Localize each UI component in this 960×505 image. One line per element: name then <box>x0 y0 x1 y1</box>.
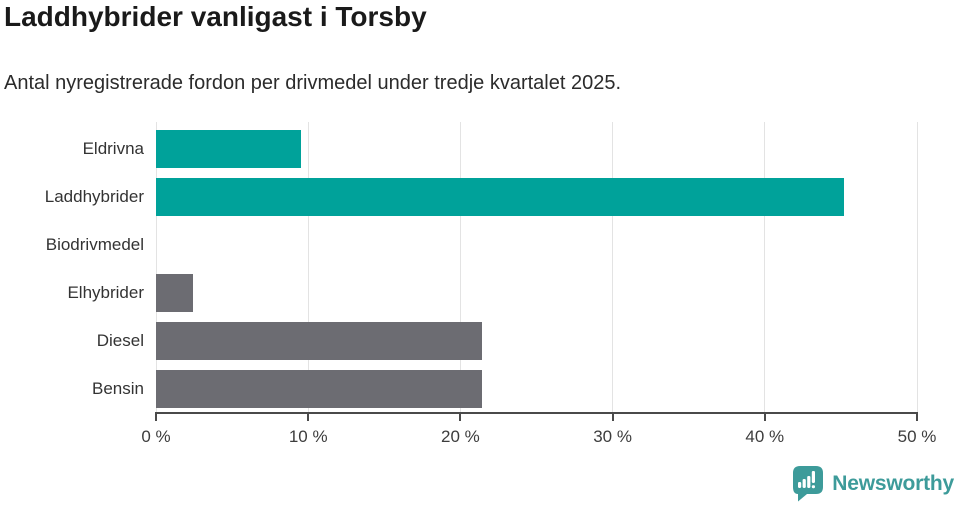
x-axis-tick <box>916 412 918 421</box>
category-label: Elhybrider <box>67 283 144 302</box>
chart-subtitle: Antal nyregistrerade fordon per drivmede… <box>4 72 622 94</box>
bar <box>156 274 193 312</box>
gridline <box>612 122 614 412</box>
x-tick-label: 10 % <box>288 427 328 446</box>
bar-chart: Eldrivna Laddhybrider Biodrivmedel Elhybrid… <box>44 122 937 446</box>
bar <box>156 370 482 408</box>
x-tick-label: 30 % <box>593 427 632 446</box>
bar <box>156 178 844 216</box>
category-label: Laddhybrider <box>44 187 144 206</box>
x-axis-tick <box>155 412 157 421</box>
x-axis-tick <box>763 412 766 421</box>
x-axis-line <box>155 412 918 414</box>
x-tick-label: 40 % <box>745 427 785 446</box>
newsworthy-logo: Newsworthy <box>793 466 954 502</box>
category-label: Eldrivna <box>82 139 144 158</box>
category-label: Bensin <box>92 379 144 398</box>
category-label: Biodrivmedel <box>45 235 144 254</box>
x-tick-label: 50 % <box>897 427 937 446</box>
x-axis-tick <box>307 412 310 421</box>
bar-chart-speech-bubble-icon <box>793 466 824 502</box>
gridline <box>307 122 309 412</box>
gridline <box>155 122 157 412</box>
bar <box>156 322 482 360</box>
x-tick-label: 0 % <box>141 427 171 446</box>
category-label: Diesel <box>96 331 144 350</box>
chart-title: Laddhybrider vanligast i Torsby <box>4 1 427 32</box>
gridline <box>916 122 918 412</box>
gridline <box>459 122 461 412</box>
x-tick-label: 20 % <box>441 427 480 446</box>
x-axis-tick <box>611 412 614 421</box>
x-axis-tick <box>459 412 462 421</box>
gridline <box>764 122 766 412</box>
newsworthy-logo-text: Newsworthy <box>832 472 954 495</box>
bar <box>156 130 301 168</box>
